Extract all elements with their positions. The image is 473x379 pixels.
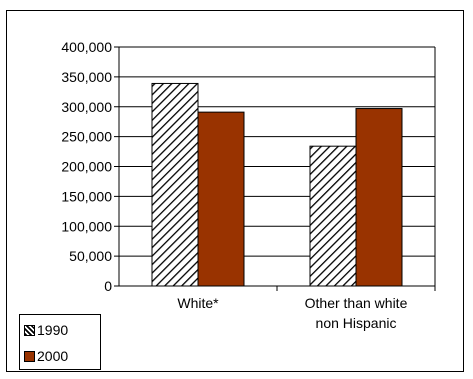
y-axis-ticks: 0 50,000 100,000 150,000 200,000 250,000 300,0… xyxy=(61,39,119,294)
axes xyxy=(118,47,436,291)
y-tick-label: 200,000 xyxy=(61,159,112,175)
legend-label-1990: 1990 xyxy=(37,322,69,338)
y-tick-label: 0 xyxy=(104,278,112,294)
y-tick-label: 300,000 xyxy=(61,99,112,115)
y-tick-label: 100,000 xyxy=(61,218,112,234)
legend-label-2000: 2000 xyxy=(37,348,69,364)
y-tick-label: 150,000 xyxy=(61,188,112,204)
bar-2000-0 xyxy=(197,111,245,287)
y-tick-label: 350,000 xyxy=(61,69,112,85)
y-tick-label: 50,000 xyxy=(69,248,112,264)
legend-swatch-1990 xyxy=(24,324,35,336)
bar-1990-0 xyxy=(151,82,199,287)
x-category-label: Other than white xyxy=(305,295,408,311)
legend-item-2000: 2000 xyxy=(24,347,68,365)
legend-swatch-2000 xyxy=(24,350,35,362)
y-tick-label: 400,000 xyxy=(61,39,112,55)
y-tick-label: 250,000 xyxy=(61,129,112,145)
x-category-label: non Hispanic xyxy=(316,315,397,331)
legend: 1990 2000 xyxy=(19,314,101,370)
legend-item-1990: 1990 xyxy=(24,321,68,339)
bar-2000-1 xyxy=(355,108,403,287)
x-category-label: White* xyxy=(177,295,219,311)
x-axis-labels: White* Other than white non Hispanic xyxy=(177,295,407,331)
bars xyxy=(151,82,403,287)
bar-1990-1 xyxy=(309,145,357,287)
